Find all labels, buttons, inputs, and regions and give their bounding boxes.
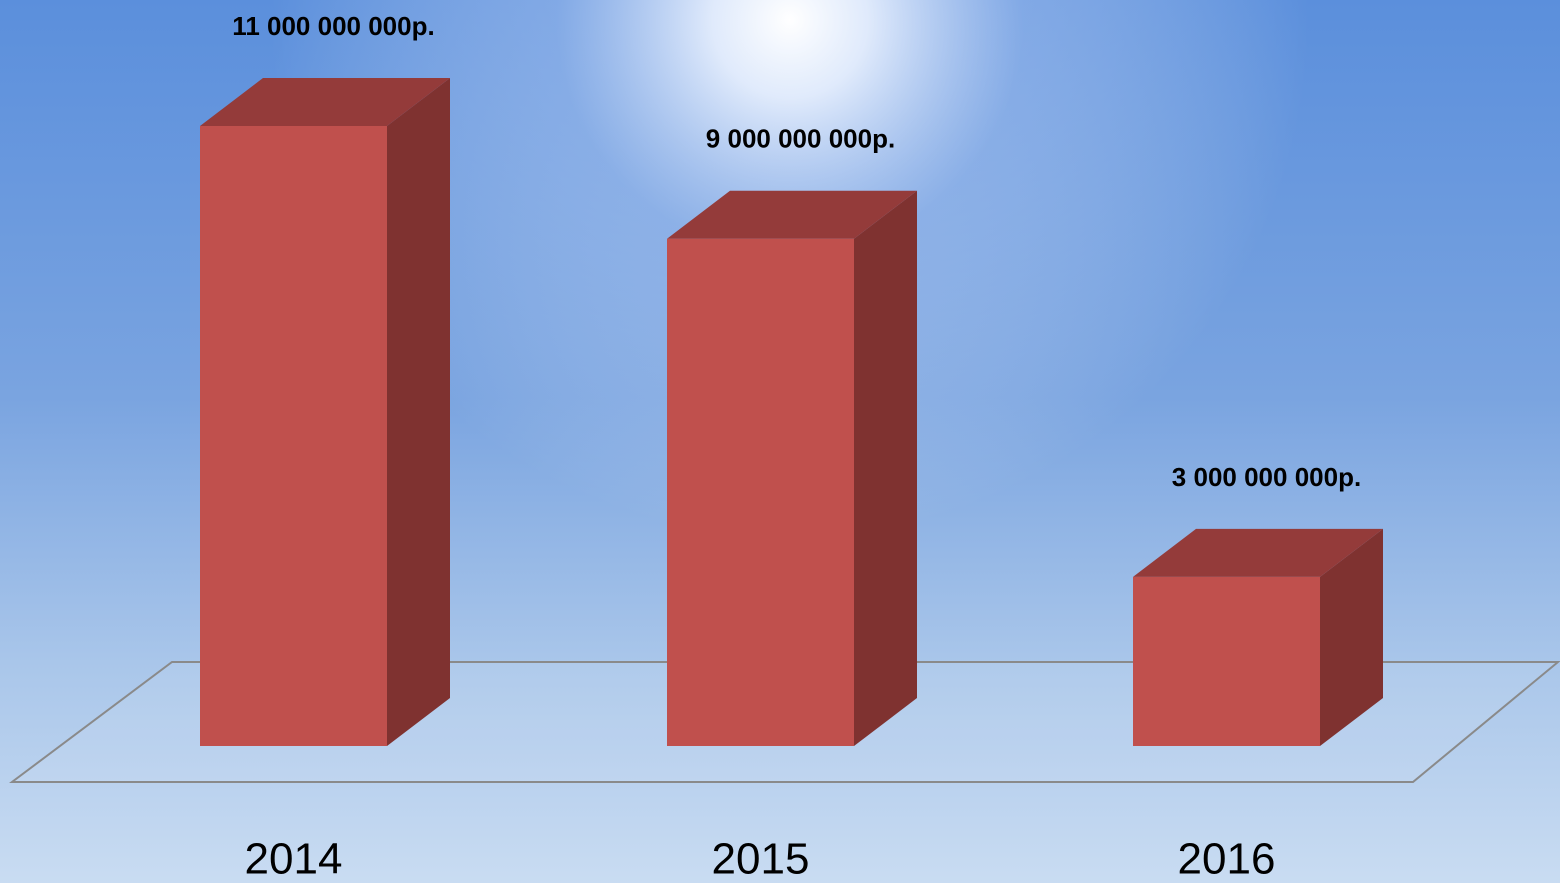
x-tick-label: 2014 bbox=[245, 835, 343, 883]
bar bbox=[200, 126, 387, 746]
bar-side bbox=[387, 78, 450, 746]
bar bbox=[1133, 576, 1320, 746]
bar-top bbox=[1133, 528, 1383, 577]
bar-side bbox=[1320, 528, 1383, 746]
bar bbox=[667, 238, 854, 746]
bar-top bbox=[200, 78, 450, 126]
bar-side bbox=[854, 190, 917, 746]
x-tick-label: 2015 bbox=[712, 835, 810, 883]
value-label: 9 000 000 000р. bbox=[706, 124, 895, 154]
value-label: 3 000 000 000р. bbox=[1172, 462, 1361, 492]
bars bbox=[200, 78, 1383, 746]
value-label: 11 000 000 000р. bbox=[232, 11, 434, 41]
x-tick-label: 2016 bbox=[1178, 835, 1276, 883]
bar-top bbox=[667, 190, 917, 239]
